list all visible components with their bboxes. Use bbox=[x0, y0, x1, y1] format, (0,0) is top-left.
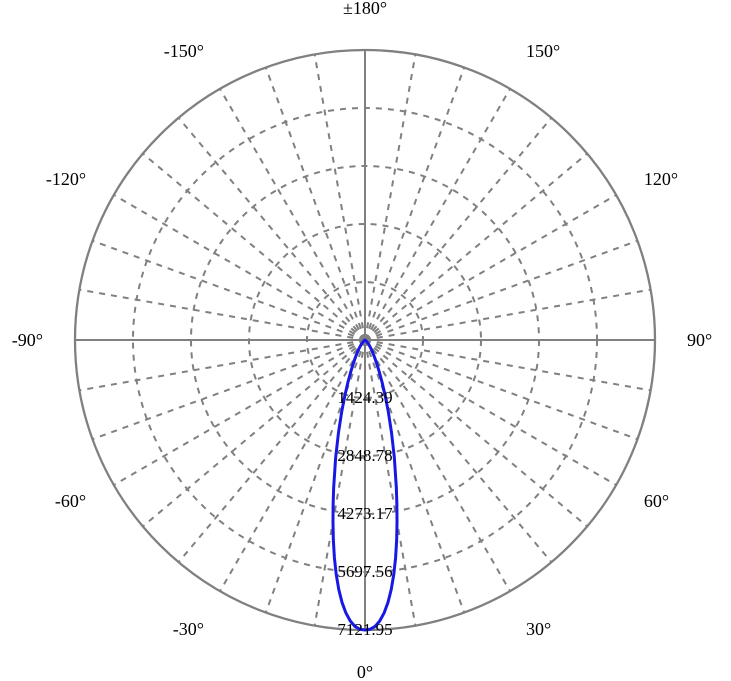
polar-chart-svg: 1424.39 2848.78 4273.17 5697.56 7121.95 0° 30°… bbox=[0, 0, 731, 681]
angle-label: 120° bbox=[644, 169, 678, 189]
radial-tick-label: 7121.95 bbox=[337, 620, 392, 639]
angle-label: -150° bbox=[164, 41, 204, 61]
radial-tick-label: 1424.39 bbox=[337, 388, 392, 407]
radial-tick-label: 4273.17 bbox=[337, 504, 393, 523]
angle-label: -60° bbox=[55, 491, 86, 511]
angle-label: ±180° bbox=[343, 0, 387, 18]
angle-label: -30° bbox=[173, 619, 204, 639]
angle-label: 150° bbox=[526, 41, 560, 61]
radial-tick-label: 2848.78 bbox=[337, 446, 392, 465]
angle-label: -120° bbox=[46, 169, 86, 189]
angle-label: 0° bbox=[357, 662, 373, 681]
angle-label: 90° bbox=[687, 330, 712, 350]
angle-label: -90° bbox=[12, 330, 43, 350]
angle-label: 30° bbox=[526, 619, 551, 639]
radial-tick-label: 5697.56 bbox=[337, 562, 392, 581]
polar-chart: 1424.39 2848.78 4273.17 5697.56 7121.95 0° 30°… bbox=[0, 0, 731, 681]
angle-label: 60° bbox=[644, 491, 669, 511]
